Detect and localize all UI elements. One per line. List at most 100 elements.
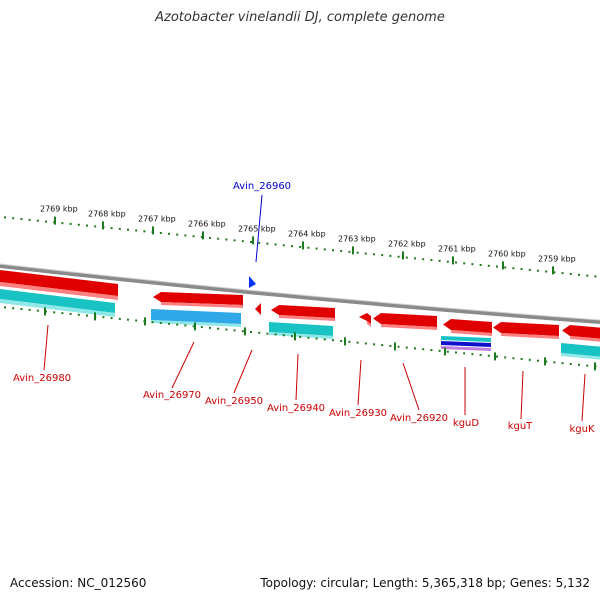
- highlight-marker[interactable]: [249, 276, 256, 288]
- scale-dot: [127, 228, 129, 231]
- rna-kguK[interactable]: [561, 343, 600, 360]
- cds-track: [0, 270, 600, 342]
- scale-dot: [356, 341, 359, 344]
- scale-dot: [315, 247, 318, 250]
- scale-dot: [151, 321, 154, 324]
- rna-avin26980[interactable]: [0, 289, 115, 313]
- scale-dot: [438, 259, 441, 262]
- cds-kguD[interactable]: [443, 319, 492, 336]
- rna-avin26980-shadow: [0, 299, 115, 317]
- scale-dot: [528, 358, 531, 361]
- scale-major-tick: [152, 226, 154, 235]
- scale-dot: [135, 319, 138, 322]
- cds-kguT[interactable]: [493, 322, 559, 339]
- cds-avin26930[interactable]: [359, 313, 371, 327]
- accession-value: NC_012560: [77, 576, 147, 590]
- scale-dot: [291, 335, 293, 338]
- scale-label: 2767 kbp: [138, 214, 176, 223]
- scale-dot: [545, 270, 548, 273]
- scale-dot: [528, 268, 531, 271]
- scale-dot: [192, 325, 195, 328]
- scale-major-tick: [302, 241, 304, 250]
- scale-label: 2769 kbp: [40, 205, 78, 214]
- scale-dot: [446, 260, 449, 263]
- scale-label: 2768 kbp: [88, 209, 126, 218]
- gene-label[interactable]: Avin_26980: [13, 373, 71, 384]
- cds-avin26930-body[interactable]: [359, 313, 371, 324]
- genome-title: Azotobacter vinelandii DJ, complete geno…: [155, 10, 445, 25]
- gene-label[interactable]: kguK: [569, 424, 594, 435]
- label-avin26960[interactable]: Avin_26960: [233, 181, 291, 192]
- scale-dot: [217, 237, 220, 240]
- rna-kguD-blue[interactable]: [441, 341, 491, 347]
- scale-dot: [86, 224, 88, 227]
- scale-dot: [323, 338, 326, 341]
- rna-kguD-cyan[interactable]: [441, 336, 491, 342]
- cds-kguK-body[interactable]: [562, 325, 600, 339]
- gene-label[interactable]: Avin_26930: [329, 408, 387, 419]
- scale-dot: [266, 332, 269, 335]
- leader-line: [295, 353, 299, 401]
- cds-kguT-body[interactable]: [493, 322, 559, 336]
- rna-kguK-body[interactable]: [561, 343, 600, 357]
- cds-avin26970-body[interactable]: [153, 292, 243, 305]
- gene-label[interactable]: kguT: [508, 421, 533, 432]
- scale-dot: [69, 222, 72, 225]
- rna-avin26970-body[interactable]: [151, 309, 241, 324]
- scale-label: 2760 kbp: [488, 249, 526, 258]
- scale-dot: [4, 216, 6, 219]
- scale-dot: [110, 317, 113, 320]
- scale-dot: [537, 359, 539, 362]
- scale-dot: [553, 361, 556, 364]
- scale-dot: [430, 259, 433, 262]
- scale-dot: [118, 227, 121, 230]
- scale-major-tick: [594, 362, 596, 371]
- scale-dot: [102, 316, 105, 319]
- scale-dot: [69, 312, 72, 315]
- scale-major-tick: [502, 261, 504, 270]
- scale-dot: [586, 274, 589, 277]
- cds-avin26940[interactable]: [271, 305, 335, 321]
- gene-label[interactable]: Avin_26970: [143, 390, 201, 401]
- rna-track: [0, 289, 600, 360]
- cds-avin26970[interactable]: [153, 292, 243, 308]
- rna-avin26940[interactable]: [269, 322, 333, 339]
- gene-label[interactable]: Avin_26950: [205, 396, 263, 407]
- scale-dot: [356, 251, 359, 254]
- scale-dot: [545, 360, 548, 363]
- scale-dot: [36, 309, 39, 312]
- gene-label[interactable]: Avin_26940: [267, 403, 325, 414]
- leader-line: [402, 362, 420, 411]
- rna-avin26940-body[interactable]: [269, 322, 333, 336]
- scale-label: 2762 kbp: [388, 239, 426, 248]
- scale-dot: [381, 254, 384, 257]
- cds-avin26950[interactable]: [255, 303, 261, 315]
- scale-dot: [471, 263, 474, 266]
- cds-avin26940-body[interactable]: [271, 305, 335, 318]
- scale-dot: [61, 312, 64, 315]
- scale-dot: [266, 242, 269, 245]
- scale-major-tick: [94, 312, 96, 321]
- scale-dot: [209, 326, 211, 329]
- backbone-line: [0, 264, 600, 324]
- scale-dot: [274, 243, 277, 246]
- gene-label[interactable]: kguD: [453, 418, 479, 429]
- scale-dot: [504, 356, 507, 359]
- scale-dot: [340, 250, 343, 253]
- gene-label[interactable]: Avin_26920: [390, 413, 448, 424]
- scale-dot: [381, 344, 384, 347]
- scale-dot: [479, 263, 482, 266]
- cds-kguK[interactable]: [562, 325, 600, 342]
- scale-dot: [405, 256, 408, 259]
- cds-kguD-body[interactable]: [443, 319, 492, 333]
- cds-avin26920-body[interactable]: [373, 313, 437, 327]
- scale-major-tick: [44, 307, 46, 316]
- rna-kguK-shadow: [561, 353, 600, 360]
- cds-avin26920[interactable]: [373, 313, 437, 330]
- scale-major-tick: [244, 327, 246, 336]
- rna-kguD-purple[interactable]: [441, 346, 491, 351]
- scale-dot: [520, 268, 523, 271]
- cds-avin26980[interactable]: [0, 270, 118, 296]
- scale-dot: [200, 326, 203, 329]
